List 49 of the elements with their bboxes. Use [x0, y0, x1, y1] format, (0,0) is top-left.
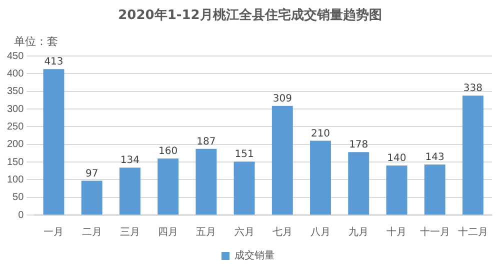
bar — [348, 152, 370, 214]
data-label: 210 — [310, 128, 330, 140]
x-tick-label: 五月 — [196, 226, 216, 238]
x-tick-label: 十一月 — [420, 226, 450, 238]
y-tick-label: 150 — [6, 156, 24, 168]
data-label: 338 — [463, 83, 482, 94]
y-tick-label: 350 — [6, 86, 24, 98]
y-tick-label: 100 — [6, 174, 24, 186]
data-label: 143 — [425, 152, 444, 164]
y-tick-label: 400 — [6, 68, 24, 80]
x-tick-label: 七月 — [272, 226, 292, 238]
x-tick-label: 十月 — [386, 226, 407, 238]
data-label: 151 — [234, 149, 254, 160]
y-tick-label: 250 — [6, 121, 24, 132]
text: 单位：套 — [14, 34, 58, 49]
bar — [43, 69, 64, 214]
legend-label: 成交销量 — [234, 250, 274, 262]
bar — [310, 140, 331, 214]
data-label: 160 — [158, 146, 178, 158]
bar — [81, 180, 102, 214]
y-tick-label: 0 — [18, 210, 24, 221]
bar — [158, 158, 179, 214]
bar — [234, 162, 255, 214]
bar — [386, 166, 408, 214]
data-label: 413 — [44, 56, 64, 68]
data-label: 97 — [85, 168, 98, 180]
data-label: 134 — [120, 155, 140, 166]
x-tick-label: 八月 — [310, 226, 331, 238]
data-label: 140 — [387, 153, 406, 164]
x-tick-label: 十二月 — [458, 226, 488, 238]
data-label: 178 — [349, 140, 368, 151]
x-tick-label: 三月 — [120, 226, 140, 238]
y-tick-label: 300 — [6, 104, 24, 115]
y-tick-label: 200 — [6, 139, 24, 150]
data-label: 187 — [196, 136, 216, 148]
y-tick-label: 50 — [12, 192, 24, 204]
x-tick-label: 二月 — [82, 226, 102, 238]
y-tick-label: 450 — [6, 50, 24, 62]
data-label: 309 — [272, 93, 292, 104]
x-tick-label: 九月 — [348, 226, 369, 238]
bar — [462, 96, 484, 214]
x-tick-label: 四月 — [158, 226, 178, 238]
chart-title: 2020年1-12月桃江全县住宅成交销量趋势图 — [117, 6, 383, 24]
bar — [119, 168, 140, 214]
bar — [272, 106, 293, 214]
x-tick-label: 六月 — [234, 226, 254, 238]
bar — [424, 164, 446, 214]
bar — [196, 148, 217, 214]
x-tick-label: 一月 — [44, 226, 64, 238]
